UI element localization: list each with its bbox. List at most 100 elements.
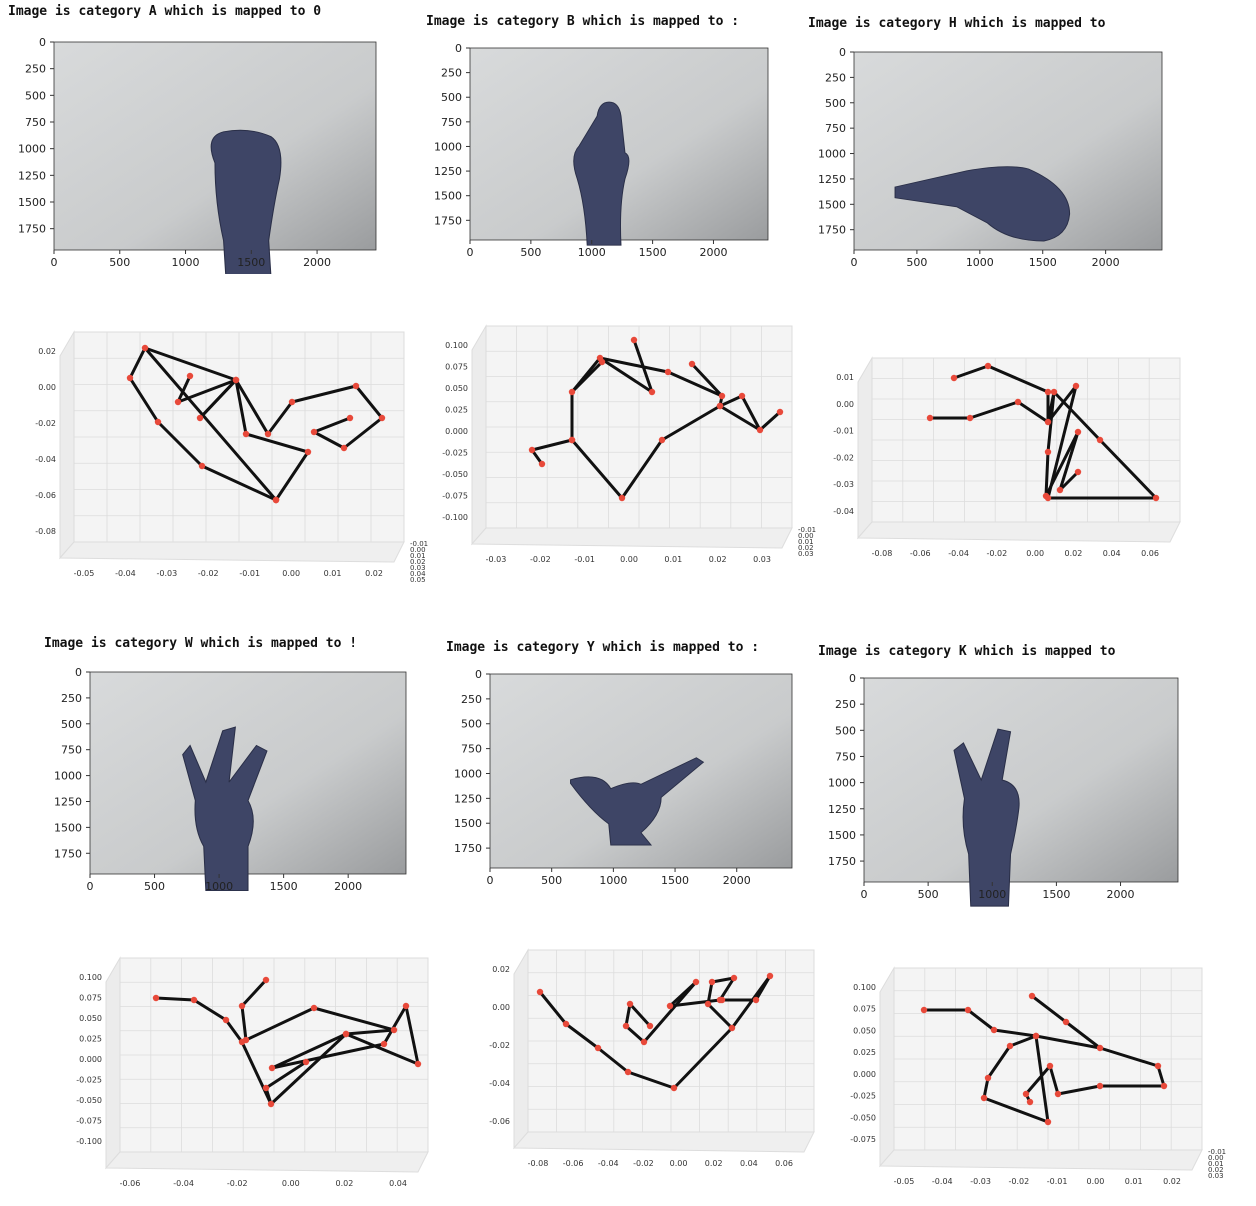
- panel-title: Image is category K which is mapped to: [818, 644, 1116, 659]
- z-tick-label: -0.01: [798, 526, 816, 534]
- y-tick-label: 1250: [454, 792, 482, 805]
- joint: [990, 1026, 998, 1034]
- bone: [290, 384, 358, 404]
- bone: [718, 976, 736, 1002]
- y-tick-label: 1500: [818, 198, 846, 211]
- joint: [340, 444, 348, 452]
- y-tick-label: 250: [441, 67, 462, 80]
- joint: [568, 388, 576, 396]
- joint: [766, 972, 774, 980]
- x-tick-label: 0.02: [335, 1179, 353, 1188]
- bone: [156, 420, 204, 468]
- bone: [564, 1022, 600, 1050]
- panel-title: Image is category W which is mapped to !: [44, 636, 358, 651]
- joint: [752, 996, 760, 1004]
- z-tick-label: 0.02: [798, 544, 814, 552]
- y-tick-label: 0.000: [445, 427, 468, 436]
- y-tick-label: 750: [835, 750, 856, 763]
- z-tick-label: 0.01: [410, 552, 426, 560]
- y-tick-label: 1750: [434, 214, 462, 227]
- bone: [1008, 1034, 1038, 1048]
- joint: [1046, 1062, 1054, 1070]
- bone: [264, 1060, 308, 1090]
- bone: [660, 404, 722, 442]
- joint: [1096, 1044, 1104, 1052]
- x-tick-label: 0.00: [282, 569, 300, 578]
- joint: [267, 1100, 275, 1108]
- joint: [264, 430, 272, 438]
- y-tick-label: 750: [61, 744, 82, 757]
- joint: [562, 1020, 570, 1028]
- x-tick-label: -0.04: [598, 1159, 619, 1168]
- y-tick-label: 0.075: [79, 994, 102, 1003]
- joint: [1006, 1042, 1014, 1050]
- pane-floor: [878, 1149, 1203, 1171]
- y-tick-label: 1250: [818, 173, 846, 186]
- bone: [1024, 1064, 1052, 1096]
- y-tick-label: 1250: [828, 803, 856, 816]
- bone: [354, 384, 384, 420]
- joint: [738, 392, 746, 400]
- joint: [1154, 1062, 1162, 1070]
- joint: [310, 428, 318, 436]
- skeleton: [152, 976, 422, 1108]
- bone: [240, 978, 268, 1008]
- y-tick-label: 500: [25, 89, 46, 102]
- panel-y: Image is category Y which is mapped to :…: [446, 640, 846, 940]
- joint: [262, 1084, 270, 1092]
- y-tick-label: -0.06: [489, 1117, 510, 1126]
- x-tick-label: 1000: [966, 256, 994, 269]
- joint: [926, 414, 934, 422]
- x-tick-label: 0.02: [1065, 549, 1083, 558]
- y-tick-label: 0.01: [836, 373, 854, 382]
- bone: [538, 990, 568, 1026]
- x-tick-label: -0.05: [894, 1177, 915, 1186]
- y-tick-label: 0.00: [492, 1003, 510, 1012]
- joint: [718, 392, 726, 400]
- bone: [382, 1004, 408, 1046]
- photo-plot: 0 500 1000 1500 2000 0 250 500 750 1000 1250 1500 17…: [18, 36, 377, 274]
- panel-k: Image is category K which is mapped to 0…: [818, 644, 1218, 944]
- x-tick-label: 0: [487, 874, 494, 887]
- y-tick-label: -0.01: [833, 427, 854, 436]
- x-tick-label: 0.02: [705, 1159, 723, 1168]
- y-tick-label: 0.100: [445, 341, 468, 350]
- y-tick-label: 0.00: [38, 383, 56, 392]
- bone: [1058, 470, 1080, 492]
- y-tick-label: -0.03: [833, 480, 854, 489]
- joint: [692, 978, 700, 986]
- y-tick-label: 0: [849, 672, 856, 685]
- y-tick-label: 500: [825, 97, 846, 110]
- x-tick-label: 0.02: [365, 569, 383, 578]
- skeleton: [126, 344, 386, 504]
- joint: [1054, 1090, 1062, 1098]
- photo-plot: 0 500 1000 1500 2000 0 250 500 750 1000 1250 1500 17…: [434, 42, 769, 259]
- x-tick-label: 0.06: [1141, 549, 1159, 558]
- joint: [272, 496, 280, 504]
- x-tick-label: 0.00: [670, 1159, 688, 1168]
- y-tick-label: 0.075: [853, 1005, 876, 1014]
- y-tick-label: 1250: [54, 795, 82, 808]
- y-tick-label: -0.100: [76, 1137, 102, 1146]
- bone: [992, 1028, 1038, 1038]
- x-tick-label: 1500: [270, 880, 298, 893]
- bone: [1034, 1034, 1102, 1050]
- bone: [570, 438, 624, 500]
- pane-left: [471, 324, 487, 546]
- bone: [620, 438, 664, 500]
- pane-floor: [470, 527, 793, 549]
- joint: [190, 996, 198, 1004]
- bone: [198, 378, 238, 420]
- y-tick-label: -0.08: [35, 527, 56, 536]
- y-tick-label: 1750: [818, 224, 846, 237]
- joint: [302, 1058, 310, 1066]
- x-tick-label: 0: [861, 888, 868, 901]
- joint: [626, 1000, 634, 1008]
- bone: [312, 1006, 396, 1032]
- bone: [270, 1032, 348, 1070]
- y-tick-label: 500: [461, 718, 482, 731]
- x-tick-label: 1500: [639, 246, 667, 259]
- hand-image: [573, 101, 630, 246]
- x-tick-label: 0.00: [620, 555, 638, 564]
- x-tick-label: 500: [520, 246, 541, 259]
